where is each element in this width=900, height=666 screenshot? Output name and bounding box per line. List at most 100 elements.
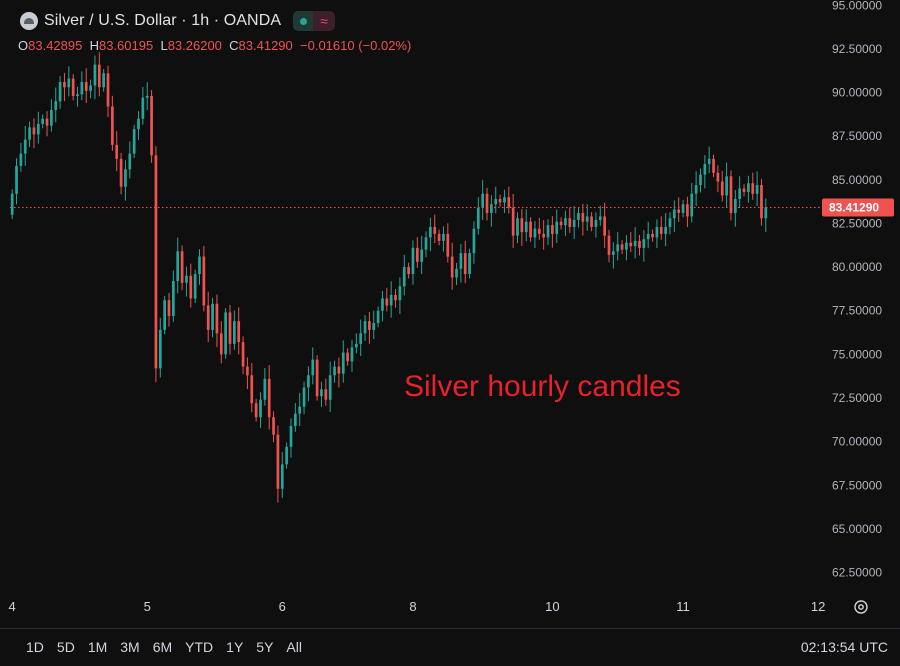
- candle[interactable]: [524, 221, 528, 233]
- candle[interactable]: [690, 193, 694, 217]
- candle[interactable]: [71, 78, 75, 97]
- candle[interactable]: [594, 219, 598, 227]
- candle[interactable]: [585, 216, 589, 222]
- candle[interactable]: [119, 158, 123, 187]
- candle[interactable]: [476, 207, 480, 229]
- candle[interactable]: [219, 333, 223, 355]
- candle[interactable]: [341, 352, 345, 374]
- candle[interactable]: [420, 249, 424, 262]
- candle[interactable]: [50, 109, 53, 126]
- candle[interactable]: [224, 312, 227, 355]
- candle[interactable]: [568, 218, 572, 227]
- candle[interactable]: [755, 185, 759, 194]
- candle[interactable]: [368, 321, 371, 330]
- candle[interactable]: [280, 464, 284, 489]
- candle[interactable]: [507, 197, 511, 208]
- candle[interactable]: [633, 240, 637, 247]
- candle[interactable]: [503, 197, 506, 203]
- symbol-title[interactable]: Silver / U.S. Dollar · 1h · OANDA: [44, 12, 282, 29]
- candle[interactable]: [620, 244, 624, 250]
- candle[interactable]: [76, 94, 79, 97]
- candle[interactable]: [747, 183, 750, 193]
- candle[interactable]: [106, 73, 110, 107]
- candle[interactable]: [167, 300, 171, 316]
- candle[interactable]: [712, 158, 715, 173]
- candle[interactable]: [542, 233, 545, 238]
- candle[interactable]: [285, 446, 288, 465]
- candle[interactable]: [751, 183, 755, 194]
- candle[interactable]: [707, 158, 711, 165]
- candle[interactable]: [629, 242, 633, 247]
- candle[interactable]: [263, 378, 267, 400]
- range-all-button[interactable]: All: [286, 639, 302, 655]
- candle[interactable]: [664, 226, 667, 234]
- candle[interactable]: [324, 389, 328, 400]
- candle[interactable]: [433, 226, 437, 234]
- candle[interactable]: [533, 228, 537, 238]
- candle[interactable]: [185, 275, 188, 283]
- candle[interactable]: [189, 275, 193, 299]
- candle[interactable]: [459, 253, 463, 269]
- candle[interactable]: [154, 155, 158, 369]
- candle[interactable]: [681, 204, 685, 213]
- range-ytd-button[interactable]: YTD: [185, 639, 214, 655]
- candle[interactable]: [93, 64, 97, 86]
- candle[interactable]: [603, 216, 606, 236]
- candle[interactable]: [694, 185, 698, 194]
- candle[interactable]: [111, 106, 114, 145]
- candle[interactable]: [429, 226, 432, 238]
- candle[interactable]: [346, 352, 349, 362]
- candle[interactable]: [598, 216, 602, 220]
- candle[interactable]: [725, 176, 728, 196]
- candle[interactable]: [302, 387, 306, 407]
- candle[interactable]: [490, 204, 493, 213]
- candle[interactable]: [651, 233, 654, 238]
- candle[interactable]: [437, 233, 441, 241]
- range-1y-button[interactable]: 1Y: [226, 639, 244, 655]
- candle[interactable]: [54, 101, 58, 110]
- candle[interactable]: [716, 172, 720, 182]
- candle[interactable]: [41, 118, 45, 124]
- candle[interactable]: [32, 127, 36, 135]
- candle[interactable]: [328, 375, 332, 400]
- candle[interactable]: [19, 153, 23, 166]
- candle[interactable]: [398, 286, 402, 301]
- candle[interactable]: [137, 118, 140, 130]
- candle[interactable]: [485, 193, 489, 213]
- candle[interactable]: [764, 207, 768, 219]
- candle[interactable]: [298, 406, 302, 414]
- chart-canvas[interactable]: 95.00000 92.50000 90.00000 87.50000 85.00000…: [0, 0, 900, 628]
- candle[interactable]: [23, 139, 27, 154]
- candle[interactable]: [237, 321, 241, 343]
- candle[interactable]: [293, 413, 297, 426]
- candle[interactable]: [250, 375, 254, 404]
- candle[interactable]: [80, 82, 84, 95]
- candle[interactable]: [289, 425, 293, 447]
- candle[interactable]: [84, 82, 88, 91]
- candle[interactable]: [28, 127, 31, 140]
- candle[interactable]: [516, 218, 519, 236]
- candle[interactable]: [124, 169, 127, 187]
- candle[interactable]: [363, 321, 367, 334]
- candle[interactable]: [97, 64, 101, 88]
- candle[interactable]: [128, 153, 132, 170]
- candle[interactable]: [63, 82, 66, 88]
- candle[interactable]: [760, 185, 763, 219]
- candle[interactable]: [276, 434, 280, 489]
- candle[interactable]: [590, 216, 593, 227]
- candle[interactable]: [381, 298, 384, 311]
- candle[interactable]: [215, 303, 219, 334]
- candle[interactable]: [211, 303, 214, 330]
- candle[interactable]: [241, 342, 245, 367]
- candle[interactable]: [67, 78, 71, 88]
- candle[interactable]: [45, 118, 49, 126]
- candle[interactable]: [559, 221, 563, 226]
- candle[interactable]: [625, 242, 628, 250]
- symbol-header[interactable]: Silver / U.S. Dollar · 1h · OANDA ≈: [20, 11, 336, 31]
- candle[interactable]: [150, 96, 153, 156]
- candle[interactable]: [555, 221, 559, 234]
- candle[interactable]: [468, 253, 471, 275]
- candle[interactable]: [446, 233, 450, 257]
- settings-gear-icon[interactable]: [852, 598, 870, 616]
- candle[interactable]: [267, 378, 271, 418]
